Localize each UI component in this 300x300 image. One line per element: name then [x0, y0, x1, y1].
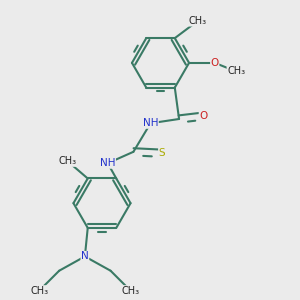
Text: CH₃: CH₃ [122, 286, 140, 296]
Text: CH₃: CH₃ [227, 66, 245, 76]
Text: O: O [211, 58, 219, 68]
Text: CH₃: CH₃ [30, 286, 48, 296]
Text: O: O [199, 111, 208, 121]
Text: S: S [159, 148, 165, 158]
Text: N: N [81, 251, 89, 261]
Text: CH₃: CH₃ [59, 156, 77, 166]
Text: NH: NH [143, 118, 158, 128]
Text: NH: NH [100, 158, 116, 168]
Text: CH₃: CH₃ [189, 16, 207, 26]
